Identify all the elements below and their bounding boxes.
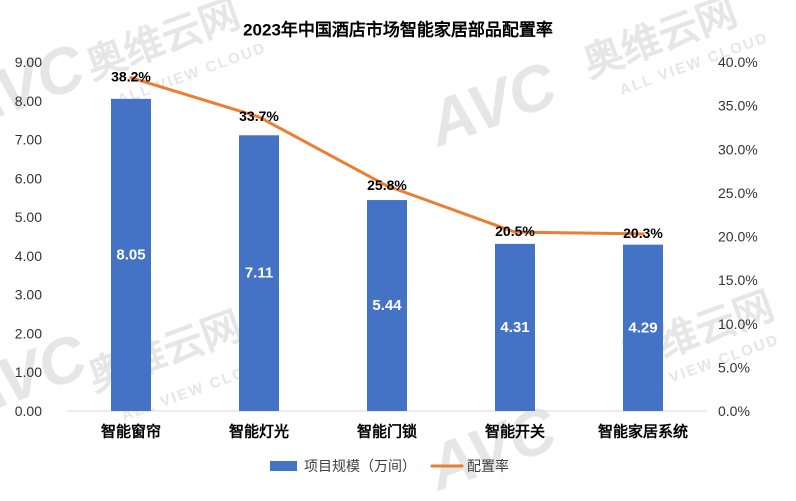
rate-point-smart-home-system — [641, 232, 645, 236]
rate-value-label-smart-curtain: 38.2% — [111, 69, 151, 85]
y-left-tick-label: 6.00 — [15, 170, 42, 186]
y-left-tick-label: 3.00 — [15, 287, 42, 303]
rate-point-smart-lighting — [257, 115, 261, 119]
legend: 项目规模（万间） 配置率 — [270, 458, 509, 474]
y-right-tick-label: 25.0% — [718, 185, 758, 201]
x-tick-label-smart-switch: 智能开关 — [485, 423, 545, 441]
y-left-tick-label: 4.00 — [15, 248, 42, 264]
bar-smart-door-lock — [367, 200, 407, 411]
rate-value-label-smart-switch: 20.5% — [495, 223, 535, 239]
bar-value-label-smart-lighting: 7.11 — [245, 265, 273, 282]
x-tick-label-smart-door-lock: 智能门锁 — [357, 423, 417, 441]
bar-value-label-smart-door-lock: 5.44 — [372, 297, 402, 314]
y-right-tick-label: 10.0% — [718, 316, 758, 332]
y-left-tick-label: 8.00 — [15, 93, 42, 109]
plot-area: 8.05 7.11 5.44 4.31 4.29 38.2% 33.7% 25.8% 20.5%… — [15, 54, 758, 441]
rate-point-smart-switch — [513, 230, 517, 234]
bar-value-label-smart-curtain: 8.05 — [116, 246, 145, 263]
y-right-tick-label: 40.0% — [718, 54, 758, 70]
bar-smart-lighting — [239, 135, 279, 412]
legend-label-project-scale: 项目规模（万间） — [304, 458, 416, 474]
bar-value-label-smart-switch: 4.31 — [500, 319, 529, 336]
y-right-tick-label: 15.0% — [718, 272, 758, 288]
y-right-tick-label: 30.0% — [718, 141, 758, 157]
y-left-tick-label: 1.00 — [15, 364, 42, 380]
x-tick-label-smart-lighting: 智能灯光 — [229, 423, 289, 441]
y-left-tick-label: 5.00 — [15, 209, 42, 225]
chart-title: 2023年中国酒店市场智能家居部品配置率 — [243, 20, 553, 40]
x-tick-label-smart-curtain: 智能窗帘 — [101, 423, 161, 441]
rate-value-label-smart-home-system: 20.3% — [623, 225, 663, 241]
y-right-tick-label: 5.0% — [718, 359, 750, 375]
bar-smart-curtain — [111, 98, 151, 411]
y-left-tick-label: 7.00 — [15, 132, 42, 148]
y-left-tick-label: 2.00 — [15, 325, 42, 341]
rate-value-label-smart-lighting: 33.7% — [239, 108, 279, 124]
rate-value-label-smart-door-lock: 25.8% — [367, 177, 407, 193]
rate-point-smart-door-lock — [385, 184, 389, 188]
rate-point-smart-curtain — [129, 76, 133, 80]
y-right-tick-label: 35.0% — [718, 98, 758, 114]
bar-smart-home-system — [623, 244, 663, 411]
y-left-tick-label: 9.00 — [15, 54, 42, 70]
x-tick-label-smart-home-system: 智能家居系统 — [598, 423, 688, 441]
legend-swatch-project-scale — [270, 461, 297, 471]
y-right-tick-label: 0.0% — [718, 403, 750, 419]
y-right-tick-label: 20.0% — [718, 229, 758, 245]
bar-value-label-smart-home-system: 4.29 — [628, 319, 657, 336]
y-left-tick-label: 0.00 — [15, 403, 42, 419]
bar-smart-switch — [495, 243, 535, 411]
legend-label-configuration-rate: 配置率 — [467, 458, 509, 474]
